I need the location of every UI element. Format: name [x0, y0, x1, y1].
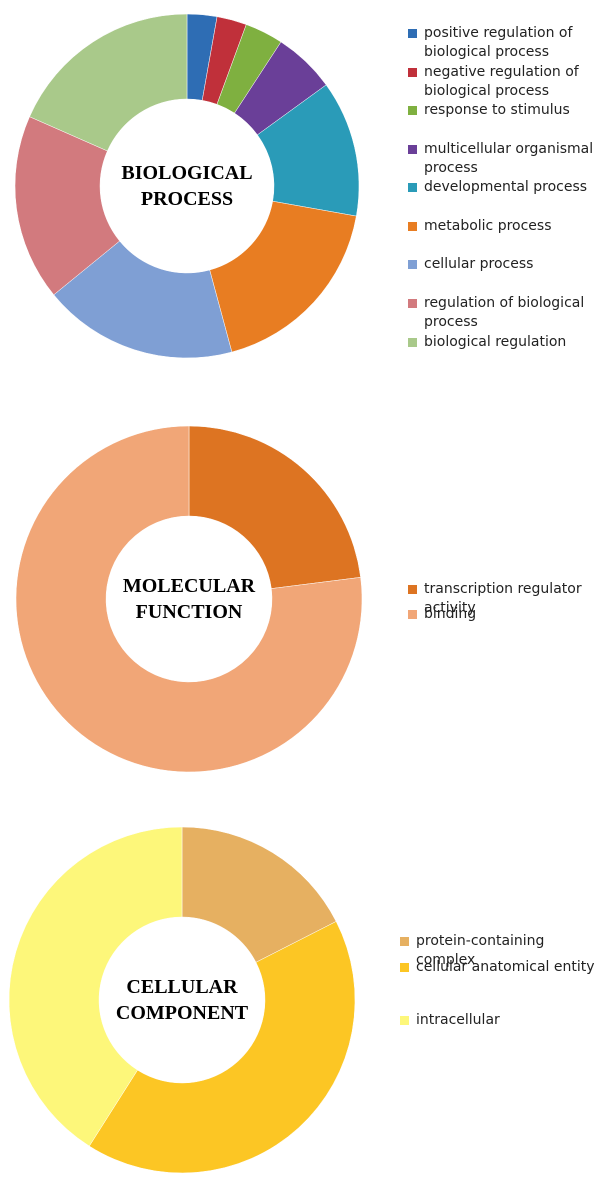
legend-label: intracellular [416, 1012, 500, 1028]
legend-swatch [408, 29, 417, 38]
legend-item: negative regulation of biological proces… [408, 63, 598, 101]
center-title: BIOLOGICAL PROCESS [121, 162, 253, 210]
legend-item: regulation of biological process [408, 294, 598, 332]
legend-item: response to stimulus [408, 101, 598, 120]
legend-swatch [408, 585, 417, 594]
legend-label: cellular anatomical entity [416, 959, 595, 975]
legend-item: multicellular organismal process [408, 140, 598, 178]
legend-swatch [408, 145, 417, 154]
legend-label: transcription regulator activity [424, 581, 582, 616]
donut-slice [188, 425, 361, 589]
legend-swatch [408, 106, 417, 115]
legend-label: protein-containing complex [416, 933, 545, 968]
legend-item: binding [408, 605, 598, 624]
legend-label: developmental process [424, 179, 588, 195]
legend-item: intracellular [400, 1011, 596, 1030]
legend-label: cellular process [424, 256, 534, 272]
legend-label: metabolic process [424, 218, 552, 234]
legend-item: transcription regulator activity [408, 580, 598, 618]
legend-item: protein-containing complex [400, 932, 596, 970]
legend-swatch [408, 260, 417, 269]
legend-label: multicellular organismal process [424, 141, 594, 176]
legend-label: response to stimulus [424, 102, 570, 118]
legend-swatch [408, 299, 417, 308]
donut-slice [8, 826, 183, 1147]
legend-label: regulation of biological process [424, 295, 585, 330]
legend-item: positive regulation of biological proces… [408, 24, 598, 62]
donut-slice [88, 921, 356, 1174]
legend-swatch [408, 222, 417, 231]
legend-item: cellular process [408, 255, 598, 274]
donut-slice [14, 116, 120, 296]
legend-swatch [408, 338, 417, 347]
center-title: CELLULAR COMPONENT [115, 976, 249, 1024]
legend-label: positive regulation of biological proces… [424, 25, 573, 60]
legend-swatch [408, 183, 417, 192]
legend-label: biological regulation [424, 334, 567, 350]
donut-slice [209, 200, 357, 353]
legend-swatch [400, 937, 409, 946]
donut-slice [15, 425, 363, 773]
legend-item: metabolic process [408, 217, 598, 236]
donut-slice [181, 826, 337, 963]
legend-item: developmental process [408, 178, 598, 197]
donut-slice [29, 13, 188, 152]
legend-label: binding [424, 606, 477, 622]
legend-label: negative regulation of biological proces… [424, 64, 579, 99]
legend-swatch [408, 68, 417, 77]
legend-item: biological regulation [408, 333, 598, 352]
legend-swatch [400, 1016, 409, 1025]
donut-slice [53, 240, 233, 359]
legend-swatch [408, 610, 417, 619]
legend-swatch [400, 963, 409, 972]
legend-item: cellular anatomical entity [400, 958, 596, 977]
center-title: MOLECULAR FUNCTION [122, 575, 256, 623]
